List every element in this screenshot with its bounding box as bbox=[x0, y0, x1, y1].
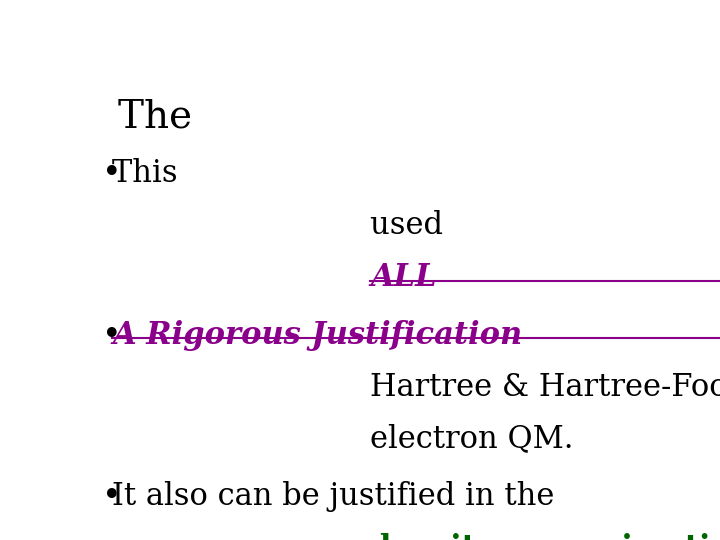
Text: •: • bbox=[102, 158, 122, 191]
Text: ALL: ALL bbox=[370, 262, 437, 293]
Text: A Rigorous Justification: A Rigorous Justification bbox=[112, 320, 523, 350]
Text: used: used bbox=[370, 210, 453, 241]
Text: Hartree & Hartree-Fock theory of many: Hartree & Hartree-Fock theory of many bbox=[370, 372, 720, 403]
Text: This: This bbox=[112, 158, 188, 190]
Text: •: • bbox=[102, 481, 122, 513]
Text: density approximation: density approximation bbox=[370, 533, 720, 540]
Text: The: The bbox=[118, 98, 204, 135]
Text: •: • bbox=[102, 320, 122, 352]
Text: electron QM.: electron QM. bbox=[370, 424, 574, 455]
Text: It also can be justified in the: It also can be justified in the bbox=[112, 481, 564, 512]
